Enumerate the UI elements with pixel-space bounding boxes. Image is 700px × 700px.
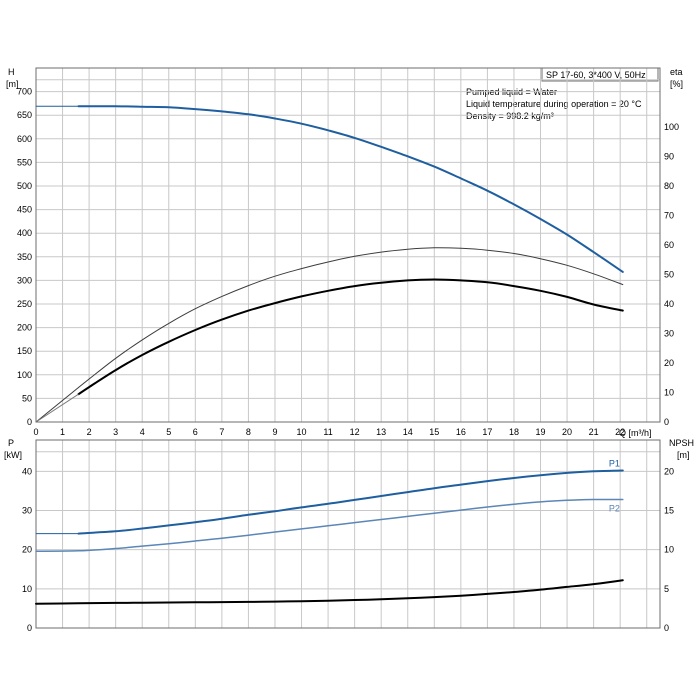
top-series-2-line [77,278,624,396]
top-y2-tick-label: 50 [664,270,674,280]
top-x-tick-label: 4 [140,427,145,437]
top-x-tick-label: 6 [193,427,198,437]
top-x-tick-label: 22 [615,427,625,437]
top-series-0-line [77,105,624,273]
top-y2-tick-label: 100 [664,122,679,132]
top-x-tick-label: 0 [33,427,38,437]
bottom-y-tick-label: 10 [22,584,32,594]
top-x-tick-label: 14 [403,427,413,437]
top-y-tick-label: 550 [17,157,32,167]
top-x-tick-label: 3 [113,427,118,437]
top-ylabel-1: H [8,67,15,77]
bottom-series-3-line [35,579,624,605]
bottom-y-tick-label: 20 [22,545,32,555]
bottom-y2-tick-label: 15 [664,506,674,516]
top-x-tick-label: 5 [166,427,171,437]
top-x-tick-label: 11 [323,427,332,437]
head-efficiency-chart: 0501001502002503003504004505005506006507… [17,67,679,437]
bottom-y-tick-label: 30 [22,506,32,516]
top-x-tick-label: 12 [350,427,360,437]
top-x-tick-label: 13 [376,427,386,437]
top-x-tick-label: 15 [429,427,439,437]
top-y-tick-label: 700 [17,87,32,97]
bottom-ylabel-1: P [8,438,14,448]
top-y2-tick-label: 60 [664,240,674,250]
top-x-tick-label: 20 [562,427,572,437]
top-x-tick-label: 8 [246,427,251,437]
top-y2-tick-label: 70 [664,211,674,221]
p2-series-label: P2 [609,504,620,514]
bottom-y-tick-label: 0 [27,623,32,633]
top-x-tick-label: 1 [60,427,65,437]
bottom-ylabel-2: [kW] [4,450,22,460]
top-y2label-1: eta [670,67,683,77]
bottom-y2-tick-label: 5 [664,584,669,594]
top-x-tick-label: 10 [297,427,307,437]
origin-head-line [35,393,79,423]
bottom-y2label-2: [m] [677,450,690,460]
top-xlabel: Q [m³/h] [619,428,652,438]
top-x-tick-label: 19 [536,427,546,437]
top-x-tick-label: 2 [87,427,92,437]
top-series-1-line [78,247,624,388]
top-x-tick-label: 21 [589,427,599,437]
p1-series-label: P1 [609,459,620,469]
bottom-y-tick-label: 40 [22,466,32,476]
p2-line [35,498,624,552]
top-x-tick-label: 7 [219,427,224,437]
top-y-tick-label: 500 [17,181,32,191]
info-line-density: Density = 998.2 kg/m³ [466,111,554,121]
top-y-tick-label: 300 [17,275,32,285]
top-y-tick-label: 450 [17,205,32,215]
info-box: SP 17-60, 3*400 V, 50Hz Pumped liquid = … [466,67,659,121]
top-y2-tick-label: 90 [664,152,674,162]
top-y-tick-label: 200 [17,323,32,333]
bottom-y2label-1: NPSH [669,438,694,448]
top-y-tick-label: 400 [17,228,32,238]
top-y-tick-label: 350 [17,252,32,262]
top-y-tick-label: 100 [17,370,32,380]
p1-line [77,469,624,535]
top-y2-tick-label: 30 [664,329,674,339]
top-y2-tick-label: 40 [664,299,674,309]
bottom-y2-tick-label: 20 [664,466,674,476]
top-x-tick-label: 9 [272,427,277,437]
top-x-tick-label: 18 [509,427,519,437]
top-x-tick-label: 16 [456,427,466,437]
top-y2label-2: [%] [670,79,683,89]
info-line-temperature: Liquid temperature during operation = 20… [466,99,642,109]
top-y2-tick-label: 80 [664,181,674,191]
top-y-tick-label: 150 [17,346,32,356]
top-y-tick-label: 50 [22,393,32,403]
top-y-tick-label: 0 [27,417,32,427]
top-plot-frame [35,67,661,423]
top-ylabel-2: [m] [6,79,19,89]
model-label: SP 17-60, 3*400 V, 50Hz [546,70,646,80]
top-x-tick-label: 17 [482,427,492,437]
top-y-tick-label: 650 [17,110,32,120]
bottom-y2-tick-label: 10 [664,545,674,555]
top-y2-tick-label: 10 [664,388,674,398]
bottom-y2-tick-label: 0 [664,623,669,633]
top-y2-tick-label: 0 [664,417,669,427]
top-y-tick-label: 250 [17,299,32,309]
top-y-tick-label: 600 [17,134,32,144]
power-npsh-chart: 0 10 20 30 40 0 5 10 15 20 P1 P2 [22,439,674,633]
origin-eta-line [35,387,79,423]
top-y2-tick-label: 20 [664,358,674,368]
